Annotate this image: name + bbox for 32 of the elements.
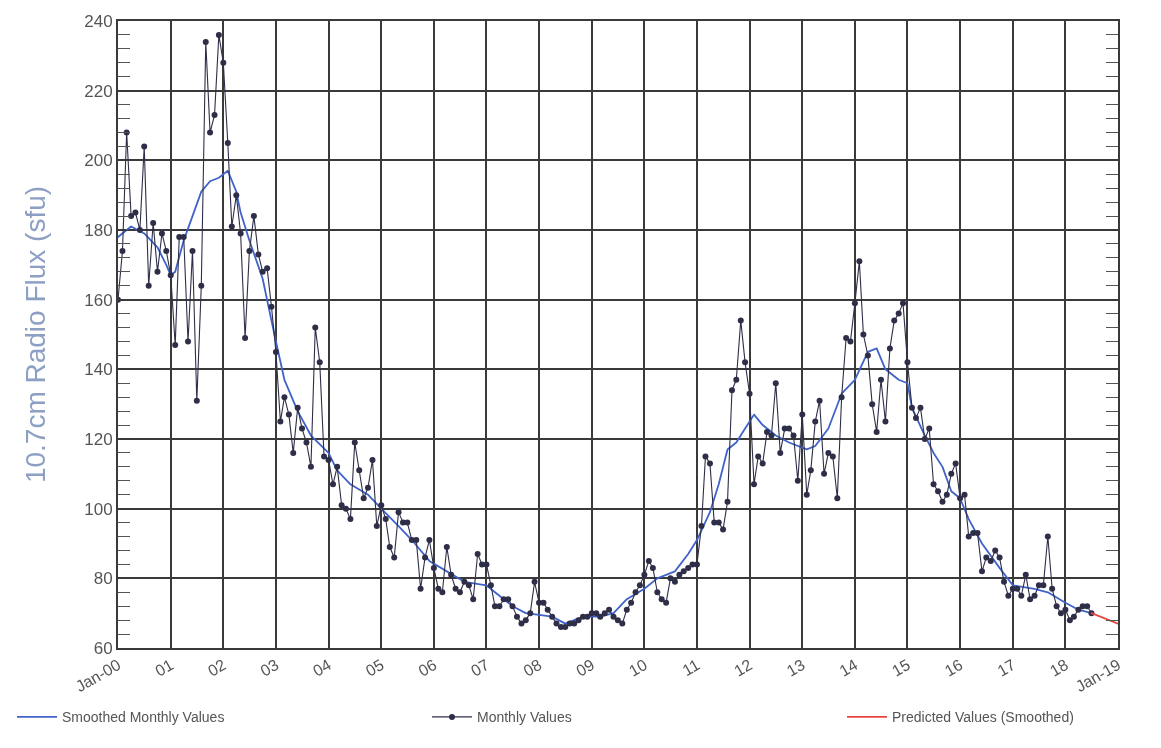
x-tick-label: 07: [468, 655, 493, 680]
y-tick-label: 100: [84, 499, 113, 519]
legend-label: Smoothed Monthly Values: [62, 709, 225, 726]
y-tick-label: 80: [93, 569, 113, 589]
x-tick-label: 08: [520, 655, 545, 680]
y-tick-label: 220: [84, 81, 113, 101]
y-axis-title: 10.7cm Radio Flux (sfu): [20, 185, 52, 484]
x-tick-label: 06: [415, 655, 440, 680]
x-tick-label: 04: [310, 655, 335, 680]
x-tick-label: 02: [204, 655, 229, 680]
y-tick-label: 60: [93, 638, 113, 658]
x-tick-label: 11: [679, 655, 703, 680]
x-tick-label: 14: [836, 655, 861, 680]
x-tick-label: 13: [783, 655, 808, 680]
x-tick-label: 03: [257, 655, 282, 680]
x-tick-label: 18: [1047, 655, 1071, 680]
y-tick-label: 120: [84, 429, 113, 449]
legend-label: Predicted Values (Smoothed): [892, 709, 1074, 726]
x-tick-label: 09: [573, 655, 598, 680]
x-tick-label: 17: [994, 655, 1019, 680]
x-tick-label: 10: [625, 655, 650, 680]
y-tick-label: 240: [84, 11, 113, 31]
x-tick-label: 05: [362, 655, 387, 680]
y-tick-label: 160: [84, 290, 113, 310]
legend-label: Monthly Values: [477, 709, 572, 726]
x-tick-label: 15: [889, 655, 914, 680]
x-tick-label: 01: [152, 655, 177, 680]
x-tick-label: 16: [941, 655, 966, 680]
y-tick-label: 140: [84, 360, 113, 380]
y-tick-label: 180: [84, 220, 113, 240]
x-tick-label: 12: [731, 655, 756, 680]
y-tick-label: 200: [84, 151, 113, 171]
